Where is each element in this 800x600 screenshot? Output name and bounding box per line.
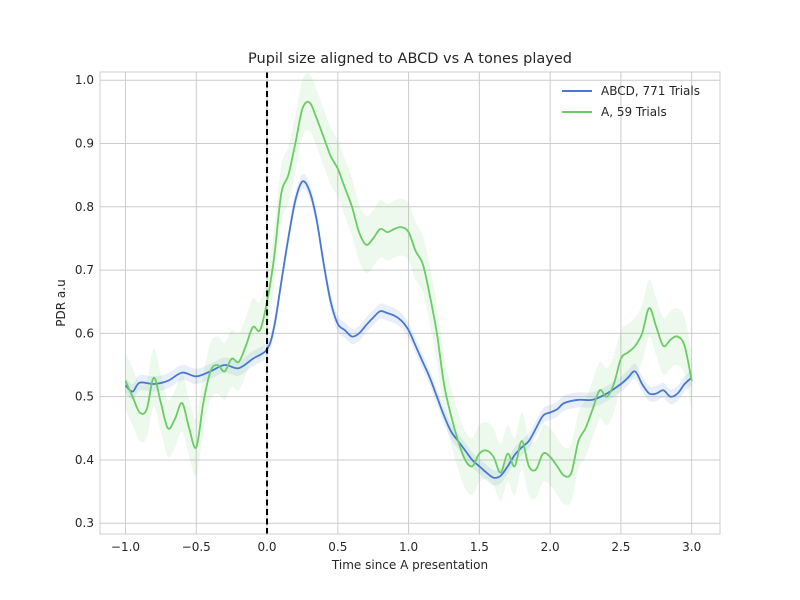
x-tick-label: 3.0 bbox=[682, 540, 701, 554]
legend-label-0: ABCD, 771 Trials bbox=[601, 84, 700, 98]
plot-frame bbox=[99, 71, 721, 535]
chart-title: Pupil size aligned to ABCD vs A tones pl… bbox=[248, 51, 572, 67]
legend: ABCD, 771 Trials A, 59 Trials bbox=[562, 84, 700, 119]
y-tick-label: 0.8 bbox=[75, 200, 94, 214]
x-tick-label: −0.5 bbox=[182, 540, 211, 554]
x-tick-label: 2.0 bbox=[541, 540, 560, 554]
x-tick-label: 1.0 bbox=[399, 540, 418, 554]
x-tick-label: 1.5 bbox=[470, 540, 489, 554]
y-tick-label: 0.3 bbox=[75, 516, 94, 530]
y-ticks: 0.3 0.4 0.5 0.6 0.7 0.8 0.9 1.0 bbox=[75, 73, 94, 530]
x-tick-label: 2.5 bbox=[611, 540, 630, 554]
y-tick-label: 0.6 bbox=[75, 326, 94, 340]
series-line-1 bbox=[124, 100, 693, 478]
y-tick-label: 0.5 bbox=[75, 390, 94, 404]
x-tick-label: 0.5 bbox=[328, 540, 347, 554]
y-tick-label: 0.4 bbox=[75, 453, 94, 467]
x-axis-label: Time since A presentation bbox=[331, 558, 488, 572]
y-tick-label: 0.9 bbox=[75, 137, 94, 151]
x-tick-label: −1.0 bbox=[111, 540, 140, 554]
plot-background bbox=[100, 72, 720, 534]
x-ticks: −1.0 −0.5 0.0 0.5 1.0 1.5 2.0 2.5 3.0 bbox=[111, 540, 701, 554]
y-tick-label: 0.7 bbox=[75, 263, 94, 277]
y-tick-label: 1.0 bbox=[75, 73, 94, 87]
legend-label-1: A, 59 Trials bbox=[601, 105, 667, 119]
x-tick-label: 0.0 bbox=[257, 540, 276, 554]
y-axis-label: PDR a.u bbox=[54, 279, 68, 326]
